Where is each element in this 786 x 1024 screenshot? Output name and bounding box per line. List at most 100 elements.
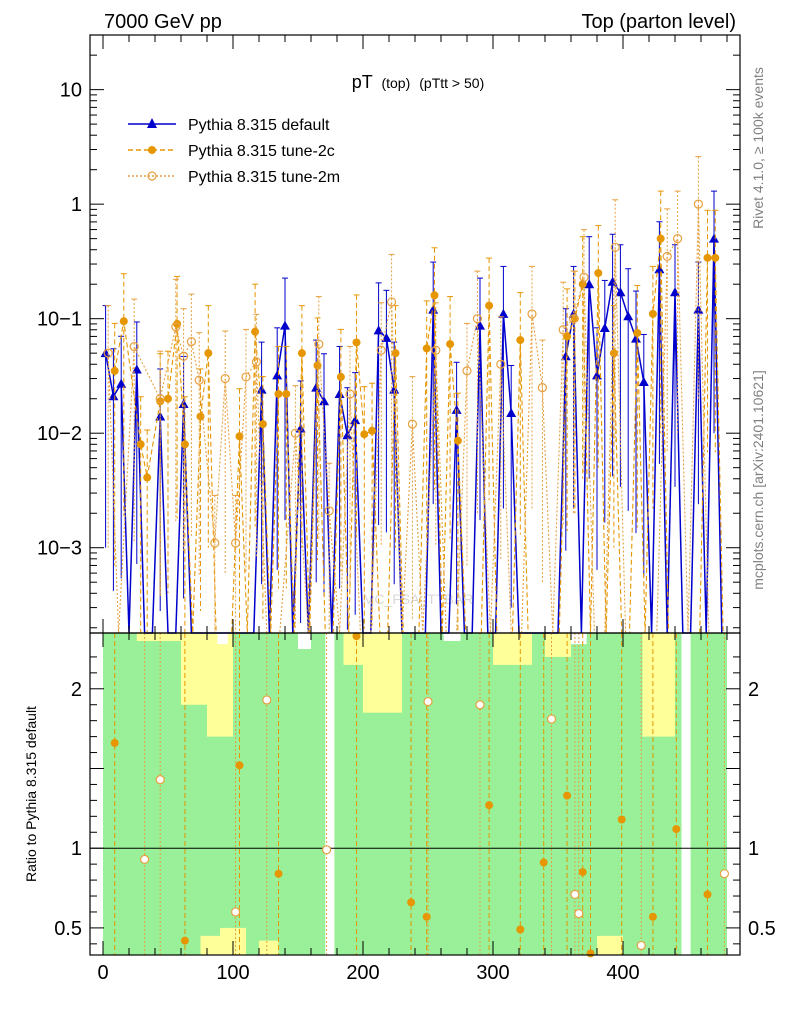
data-point-tune-2m [462,366,472,376]
ratio-ylabel: Ratio to Pythia 8.315 default [23,706,39,882]
data-point-default [607,276,618,286]
xtick-label: 300 [476,962,509,984]
data-point-tune-2c [368,426,377,435]
data-point-tune-2m [376,345,386,355]
band-yellow-region [200,935,220,955]
series-line-2 [107,204,720,634]
ratio-ytick-label: 0.5 [54,918,82,940]
data-point-tune-2m [179,351,189,361]
ratio-point-tune-2m [322,845,332,855]
data-point-tune-2c [204,349,213,358]
main-ytick-label: 1 [71,194,82,216]
ratio-point-tune-2m [231,907,241,917]
data-point-default [334,388,345,398]
band-yellow-region [343,633,363,665]
data-point-default [631,333,641,343]
data-point-default [709,233,719,243]
ratio-point-tune-2c [578,868,587,877]
data-point-default [584,279,595,289]
data-point-tune-2c [703,253,712,262]
data-point-tune-2m [345,389,355,399]
ratio-point-tune-2c [110,738,119,747]
data-point-tune-2m [194,375,204,385]
data-point-default [451,404,462,414]
data-point-tune-2m [155,394,165,404]
data-point-tune-2m [324,506,334,516]
legend-label-default: Pythia 8.315 default [188,117,330,134]
ratio-point-tune-2c [648,912,657,921]
band-yellow-region [597,935,623,955]
data-point-tune-2m [568,314,579,324]
data-point-tune-2c [352,338,361,347]
ratio-point-tune-2m [570,889,580,900]
mcplots-label: mcplots.cern.ch [arXiv:2401.10621] [750,370,766,589]
band-white-notch [217,633,228,645]
band-white-notch [298,633,311,649]
data-point-tune-2c [430,291,439,300]
data-point-default [108,391,119,401]
rivet-label: Rivet 4.1.0, ≥ 100k events [750,67,766,229]
legend-item-tune-2m: Pythia 8.315 tune-2m [128,169,340,186]
data-point-tune-2m [290,428,300,438]
ratio-point-tune-2m [140,854,150,864]
data-point-default [592,370,602,380]
band-yellow-region [642,633,675,737]
data-point-tune-2c [251,327,260,336]
ratio-point-tune-2c [352,632,361,641]
ratio-point-tune-2c [516,925,525,934]
legend-label-tune-2c: Pythia 8.315 tune-2c [188,143,335,160]
band-yellow-region [493,633,532,665]
axes: 10 1 10−1 10−2 10−3 2 2 1 1 0.5 0.5 0 100 200 300 400 [37,34,776,984]
data-point-default [280,320,290,330]
data-point-tune-2c [173,319,182,328]
ratio-point-tune-2m [636,940,646,951]
xtick-label: 0 [97,962,108,984]
data-point-default [116,378,127,388]
data-point-tune-2m [537,383,548,393]
ratio-point-tune-2c [586,949,595,958]
header-right: Top (parton level) [581,11,736,33]
data-point-default [178,398,189,408]
data-point-default [654,264,665,274]
ratio-point-tune-2m [262,695,272,705]
legend-marker-triangle [147,118,157,128]
data-point-tune-2c [485,301,494,310]
data-point-tune-2m [693,199,704,209]
data-point-tune-2c [516,336,525,345]
data-point-tune-2c [336,372,345,381]
data-point-tune-2m [314,339,324,349]
legend-item-default: Pythia 8.315 default [128,117,330,134]
data-point-tune-2c [648,309,657,318]
data-point-tune-2c [235,432,244,441]
main-ytick-label: 10−3 [37,538,82,560]
data-point-tune-2m [387,297,397,307]
data-point-default [599,322,610,332]
xtick-label: 200 [346,962,379,984]
legend-label-tune-2m: Pythia 8.315 tune-2m [188,169,340,186]
chart-title: pT (top) (pTtt > 50) [352,72,484,92]
data-point-tune-2m [186,337,196,347]
ratio-point-tune-2m [574,908,584,919]
ratio-ytick-label: 2 [71,679,82,701]
legend-marker-dot [148,146,156,154]
data-point-default [256,384,267,394]
legend: Pythia 8.315 default Pythia 8.315 tune-2… [128,117,340,186]
ratio-ytick-label-right: 0.5 [748,918,776,940]
data-point-tune-2c [136,440,145,449]
ratio-point-tune-2m [546,714,557,724]
band-gap [325,633,335,955]
ratio-ytick-label: 1 [71,838,82,860]
xtick-label: 100 [216,962,249,984]
data-point-tune-2m [251,357,261,367]
data-point-tune-2m [672,234,683,244]
data-point-tune-2c [422,344,431,353]
data-point-tune-2m [210,538,220,548]
title-cut: (pTtt > 50) [419,75,484,91]
data-point-tune-2c [453,436,462,445]
data-point-tune-2c [609,349,618,358]
ratio-point-tune-2c [274,869,283,878]
ratio-uncertainty-band [103,633,727,955]
data-point-tune-2m [558,325,568,335]
data-point-tune-2m [431,345,441,355]
